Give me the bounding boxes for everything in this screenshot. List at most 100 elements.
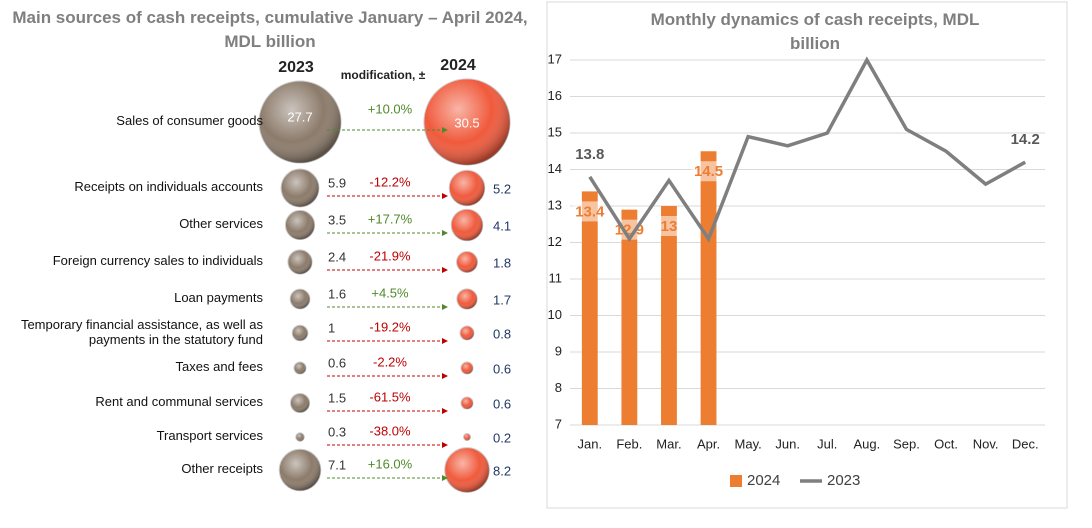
value-label: 7.1 [328,457,346,472]
x-tick-label: Sep. [893,436,920,451]
y-tick-label: 10 [548,307,562,322]
change-label: -2.2% [373,354,407,369]
bubble-shine [279,449,321,491]
bubble-shine [290,289,310,309]
x-tick-label: Aug. [854,436,881,451]
category-label: Sales of consumer goods [116,113,263,128]
x-tick-label: Jan. [578,436,603,451]
category-label: Temporary financial assistance, as well … [20,317,263,347]
change-label: +16.0% [368,456,413,471]
bubble-shine [292,325,308,341]
bubble-shine [456,251,478,273]
value-label: 5.9 [328,175,346,190]
bubble-shine [449,170,485,206]
bar-label: 13 [661,218,678,235]
category-label: Other services [179,216,263,231]
left-title: Main sources of cash receipts, cumulativ… [12,8,528,51]
label-bg [691,161,726,182]
bar [581,191,598,425]
value-label: 0.3 [328,424,346,439]
x-tick-label: Feb. [616,436,642,451]
y-tick-label: 14 [548,161,562,176]
y-tick-label: 15 [548,124,562,139]
legend-swatch [730,475,742,487]
y-tick-label: 17 [548,51,562,66]
chart-border [546,1,1068,509]
category-label: Transport services [156,428,263,443]
bar [700,151,717,425]
value-label: 0.6 [493,361,511,376]
category-label: Other receipts [181,461,263,476]
right-title: Monthly dynamics of cash receipts, MDL b… [650,10,980,53]
bubble-shine [456,288,478,310]
label-bg [572,201,607,222]
category-label: Loan payments [174,290,263,305]
bubble-shine [451,209,483,241]
bar [621,209,638,425]
x-tick-label: Jun. [775,436,800,451]
value-label: 0.8 [493,326,511,341]
x-tick-label: Jul. [817,436,837,451]
middle-header: modification, ± [341,68,426,82]
value-label: 4.1 [493,218,511,233]
change-label: +4.5% [371,285,409,300]
bubble-shine [281,169,319,207]
bubble-shine [460,361,474,375]
value-label: 0.2 [493,430,511,445]
x-tick-label: May. [735,436,762,451]
change-label: -61.5% [369,389,411,404]
category-label: Foreign currency sales to individuals [52,253,263,268]
y-tick-label: 13 [548,197,562,212]
left-header: 2023 [278,59,314,76]
bubble-shine [423,78,511,166]
change-label: -12.2% [369,174,411,189]
value-label: 1 [328,320,335,335]
y-tick-label: 12 [548,234,562,249]
line-label: 14.2 [1011,131,1040,148]
value-label: 0.6 [328,355,346,370]
change-label: +10.0% [368,101,413,116]
bubble-shine [258,80,342,164]
value-label: 3.5 [328,212,346,227]
bar-label: 14.5 [694,163,723,180]
value-label: 1.8 [493,255,511,270]
line [588,56,1027,243]
value-label: 1.6 [328,286,346,301]
line-label: 13.8 [575,146,604,163]
bubble-shine [463,433,471,441]
x-tick-label: Mar. [656,436,681,451]
x-tick-label: Apr. [697,436,720,451]
bar [661,206,677,425]
bar-label: 13.4 [575,203,605,220]
change-label: -19.2% [369,319,411,334]
category-label: Receipts on individuals accounts [74,179,263,194]
value-label: 2.4 [328,249,346,264]
value-label: 1.5 [328,390,346,405]
value-label: 1.7 [493,292,511,307]
change-label: +17.7% [368,211,413,226]
y-tick-label: 11 [549,270,563,285]
bubble-shine [293,361,307,375]
legend-label: 2023 [827,472,860,489]
value-label: 5.2 [493,181,511,196]
value-label: 0.6 [493,396,511,411]
change-label: -38.0% [369,423,411,438]
value-label: 27.7 [287,109,312,124]
y-tick-label: 9 [555,343,562,358]
y-tick-label: 8 [555,380,562,395]
y-tick-label: 7 [555,416,562,431]
legend-label: 2024 [747,472,780,489]
x-tick-label: Oct. [934,436,958,451]
change-label: -21.9% [369,248,411,263]
label-bg [651,216,686,236]
category-label: Rent and communal services [95,394,263,409]
x-tick-label: Dec. [1012,436,1039,451]
x-tick-label: Nov. [973,436,999,451]
value-label: 30.5 [454,115,479,130]
bubble-shine [460,326,474,340]
category-label: Taxes and fees [175,359,263,374]
bubble-shine [444,447,490,493]
bubble-shine [285,210,315,240]
